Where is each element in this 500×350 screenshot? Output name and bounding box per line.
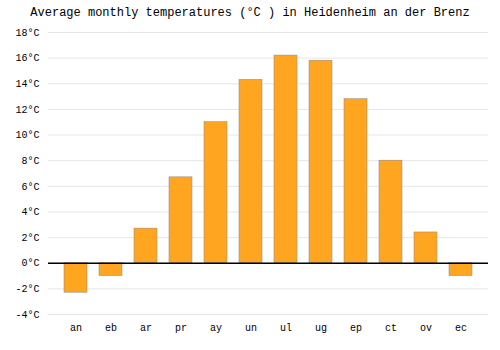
svg-text:un: un	[245, 323, 257, 334]
svg-text:-2°C: -2°C	[15, 284, 39, 295]
svg-text:6°C: 6°C	[21, 182, 39, 193]
svg-text:2°C: 2°C	[21, 233, 39, 244]
svg-text:12°C: 12°C	[15, 105, 39, 116]
svg-text:eb: eb	[105, 323, 117, 334]
svg-text:-4°C: -4°C	[15, 310, 39, 321]
svg-text:4°C: 4°C	[21, 207, 39, 218]
svg-text:ec: ec	[455, 323, 467, 334]
svg-text:14°C: 14°C	[15, 79, 39, 90]
svg-text:pr: pr	[175, 323, 187, 334]
svg-text:ay: ay	[210, 323, 222, 334]
svg-text:18°C: 18°C	[15, 28, 39, 39]
svg-text:an: an	[70, 323, 82, 334]
svg-text:ep: ep	[350, 323, 362, 334]
svg-text:ct: ct	[385, 323, 397, 334]
svg-text:ov: ov	[420, 323, 432, 334]
svg-text:0°C: 0°C	[21, 258, 39, 269]
svg-text:16°C: 16°C	[15, 53, 39, 64]
svg-text:10°C: 10°C	[15, 130, 39, 141]
svg-text:ug: ug	[315, 323, 327, 334]
svg-text:ul: ul	[280, 323, 292, 334]
svg-text:ar: ar	[140, 323, 152, 334]
html-text:Average monthly temperatures (: Average monthly temperatures (°C ) in He…	[30, 6, 470, 20]
svg-text:8°C: 8°C	[21, 156, 39, 167]
